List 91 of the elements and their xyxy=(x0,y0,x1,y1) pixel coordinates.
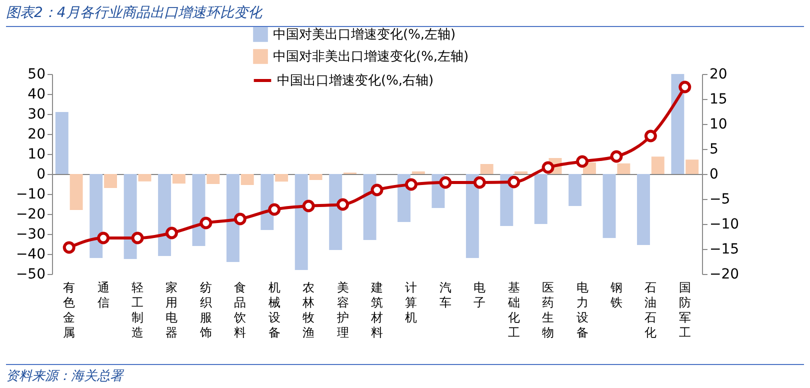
y2-tick-label: 5 xyxy=(710,142,718,158)
point xyxy=(131,232,144,244)
bar xyxy=(309,174,322,180)
bar xyxy=(138,174,152,182)
bar xyxy=(412,171,425,174)
x-tick-label: 汽车 xyxy=(439,280,452,310)
y2-tick-label: −15 xyxy=(710,242,740,258)
bar xyxy=(124,174,137,259)
legend-label: 中国出口增速变化(%,右轴) xyxy=(277,74,434,88)
point xyxy=(165,226,178,240)
x-tick-label: 家用电器 xyxy=(166,280,178,340)
point xyxy=(302,200,315,212)
y-tick-label: 0 xyxy=(36,166,46,182)
y2-tick-label: 0 xyxy=(710,166,718,182)
x-tick-label: 食品饮料 xyxy=(233,280,246,340)
point xyxy=(200,216,212,230)
x-tick-label: 机械设备 xyxy=(268,280,280,340)
x-tick-label: 石油石化 xyxy=(644,280,657,340)
bar xyxy=(104,174,117,188)
y-tick-label: 20 xyxy=(28,126,46,142)
x-tick-label: 国防军工 xyxy=(678,280,691,340)
bar xyxy=(534,174,548,224)
bar xyxy=(226,174,240,262)
point xyxy=(62,241,76,254)
x-tick-label: 钢铁 xyxy=(609,280,622,310)
bar xyxy=(686,160,699,174)
y2-tick-label: 10 xyxy=(710,116,728,132)
x-tick-label: 轻工制造 xyxy=(132,280,144,340)
x-tick-label: 美容护理 xyxy=(336,280,349,340)
y2-tick-label: 20 xyxy=(710,66,728,82)
y2-tick-label: −20 xyxy=(710,266,740,282)
bar xyxy=(240,174,254,185)
point xyxy=(508,176,520,188)
x-tick-label: 计算机 xyxy=(405,280,418,324)
bar xyxy=(363,174,376,240)
y2-tick-label: 15 xyxy=(710,92,728,108)
x-tick-label: 有色金属 xyxy=(63,280,76,340)
point xyxy=(678,80,692,94)
y-tick-label: 30 xyxy=(28,106,46,122)
y2-tick-label: −10 xyxy=(710,216,740,232)
point xyxy=(610,150,623,163)
y-tick-label: −40 xyxy=(16,246,46,262)
bar xyxy=(158,174,172,256)
bar xyxy=(206,174,220,184)
x-tick-label: 建筑材料 xyxy=(370,280,383,340)
chart-title: 图表2：4月各行业商品出口增速环比变化 xyxy=(6,4,804,27)
bar xyxy=(568,174,582,206)
point xyxy=(97,232,110,244)
x-tick-label: 医药生物 xyxy=(542,280,554,340)
point xyxy=(473,176,486,189)
x-tick-label: 通信 xyxy=(97,280,110,310)
x-tick-label: 电力设备 xyxy=(576,280,588,340)
bar xyxy=(275,174,288,182)
point xyxy=(542,161,554,174)
bar xyxy=(651,156,664,174)
y-tick-label: −20 xyxy=(16,206,46,222)
point xyxy=(576,155,589,168)
x-tick-label: 农林牧渔 xyxy=(302,280,315,340)
bar xyxy=(294,174,308,270)
y-tick-label: −10 xyxy=(16,186,46,202)
bar xyxy=(90,174,103,258)
y-tick-label: −30 xyxy=(16,226,46,242)
point xyxy=(268,203,281,216)
y-tick-label: 50 xyxy=(28,66,46,82)
y-tick-label: −50 xyxy=(16,266,46,282)
point xyxy=(234,212,246,226)
point xyxy=(439,176,452,189)
bar xyxy=(602,174,616,238)
bar xyxy=(70,174,83,210)
y-tick-label: 40 xyxy=(28,86,46,102)
bar xyxy=(617,163,630,174)
point xyxy=(336,198,350,211)
bar xyxy=(514,171,528,174)
bar xyxy=(480,164,494,174)
bar xyxy=(329,174,342,250)
legend-label: 中国对美出口增速变化(%,左轴) xyxy=(273,26,456,42)
bar xyxy=(671,74,684,174)
x-tick-label: 电子 xyxy=(474,280,486,310)
bar xyxy=(172,174,186,184)
bar xyxy=(637,174,650,245)
legend-label: 中国对非美出口增速变化(%,左轴) xyxy=(273,48,469,64)
bar xyxy=(55,112,68,174)
bar xyxy=(466,174,479,258)
text: 资料来源：海关总署 xyxy=(6,364,804,385)
x-tick-label: 纺织服饰 xyxy=(198,280,212,340)
point xyxy=(404,178,418,191)
y2-tick-label: −5 xyxy=(710,192,730,208)
point xyxy=(370,184,384,196)
x-tick-label: 基础化工 xyxy=(506,280,520,340)
y-tick-label: 10 xyxy=(28,146,46,162)
point xyxy=(644,130,657,142)
